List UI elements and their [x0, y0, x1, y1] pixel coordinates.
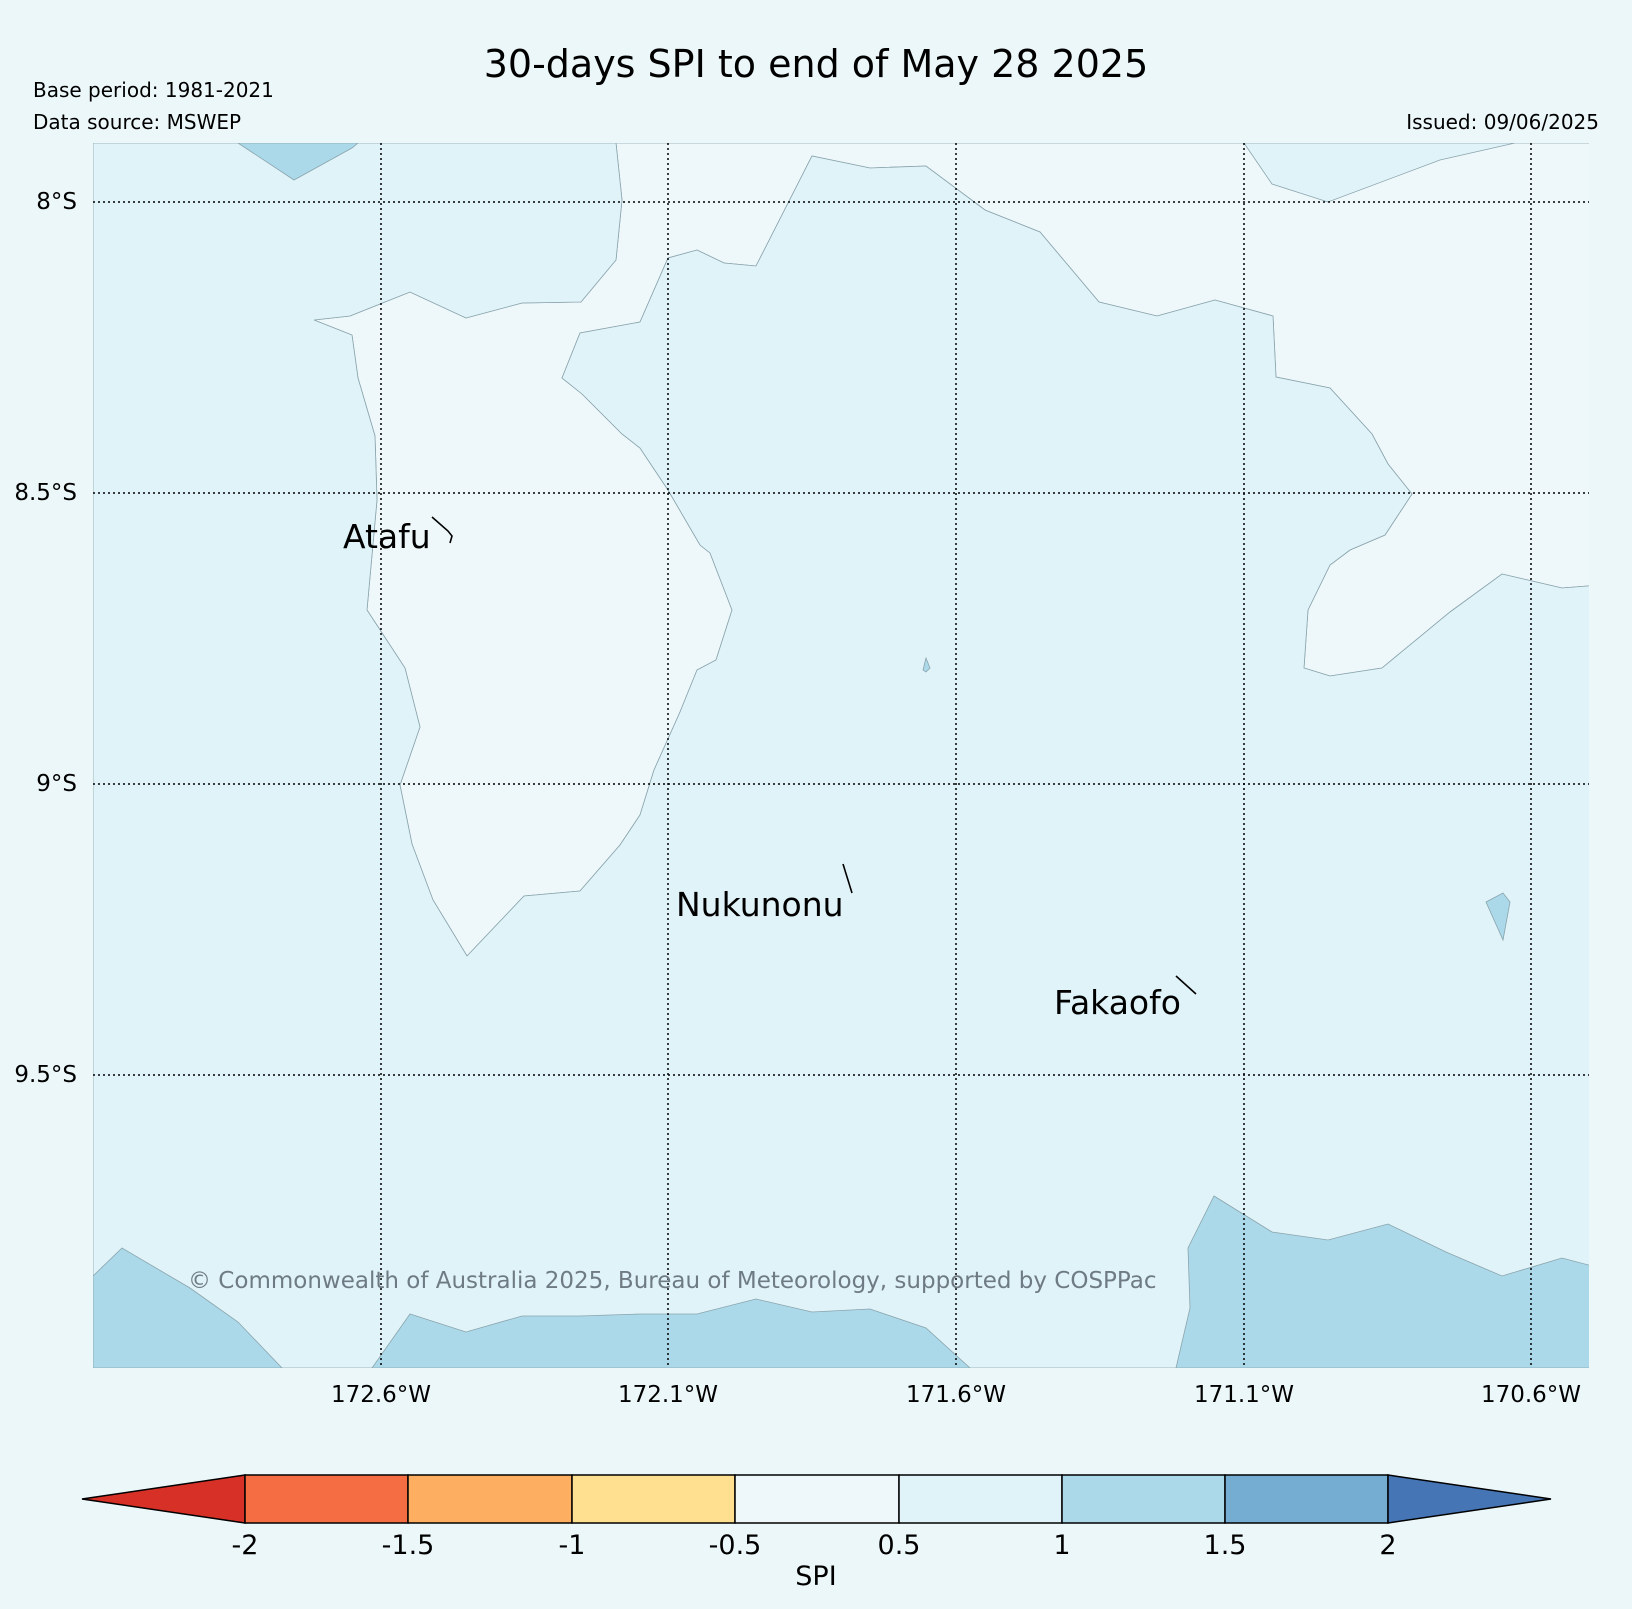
- place-label-nukunonu: Nukunonu: [676, 885, 844, 924]
- base-period: Base period: 1981-2021: [33, 78, 274, 102]
- colorbar-tick-label: 2: [1379, 1530, 1396, 1561]
- lat-label: 8.5°S: [14, 480, 77, 506]
- colorbar-tick-label: -0.5: [709, 1530, 762, 1561]
- colorbar-bin: [244, 1474, 409, 1524]
- colorbar-tick-label: -1: [559, 1530, 586, 1561]
- colorbar-tick-label: -1.5: [382, 1530, 435, 1561]
- colorbar-bin: [898, 1474, 1063, 1524]
- colorbar-extend-high: [1387, 1474, 1552, 1524]
- graticule: [93, 143, 1589, 1368]
- issued-date: Issued: 09/06/2025: [1406, 110, 1599, 134]
- map-title: 30-days SPI to end of May 28 2025: [483, 42, 1149, 86]
- spi-region-high-northwest: [237, 143, 359, 181]
- lon-label: 171.1°W: [1194, 1382, 1294, 1408]
- nukunonu-atoll-outline: [842, 863, 853, 894]
- lat-label: 9°S: [36, 771, 77, 797]
- colorbar-tick-label: 1.5: [1204, 1530, 1247, 1561]
- copyright-notice: © Commonwealth of Australia 2025, Bureau…: [188, 1268, 1157, 1294]
- lon-label: 171.6°W: [906, 1382, 1006, 1408]
- atafu-atoll-outline: [431, 516, 453, 544]
- colorbar-title: SPI: [795, 1561, 836, 1592]
- lat-label: 8°S: [36, 189, 77, 215]
- place-label-atafu: Atafu: [343, 517, 431, 556]
- spi-region-high-south: [371, 1298, 971, 1368]
- colorbar-bin: [734, 1474, 900, 1524]
- spi-region-high-spot-center: [922, 656, 931, 673]
- colorbar: [81, 1474, 1552, 1524]
- colorbar-bin: [1224, 1474, 1389, 1524]
- atolls: [431, 516, 1197, 995]
- spi-region-mid: [93, 143, 1589, 1368]
- colorbar-tick-label: -2: [232, 1530, 259, 1561]
- spi-region-light-northeast: [1243, 143, 1516, 203]
- colorbar-tick-label: 0.5: [878, 1530, 921, 1561]
- lon-label: 172.1°W: [618, 1382, 718, 1408]
- fakaofo-atoll-outline: [1175, 975, 1197, 995]
- spi-region-high-southeast: [1175, 1195, 1589, 1368]
- colorbar-bin: [571, 1474, 736, 1524]
- colorbar-bin: [407, 1474, 573, 1524]
- colorbar-tick-label: 1: [1053, 1530, 1070, 1561]
- lat-label: 9.5°S: [14, 1062, 77, 1088]
- spi-region-high-spot-east: [1485, 892, 1511, 942]
- lon-label: 170.6°W: [1481, 1382, 1581, 1408]
- colorbar-extend-low: [81, 1474, 246, 1524]
- colorbar-bin: [1061, 1474, 1226, 1524]
- spi-region-high-southwest: [93, 1247, 283, 1368]
- place-label-fakaofo: Fakaofo: [1054, 983, 1181, 1022]
- data-source: Data source: MSWEP: [33, 110, 242, 134]
- lon-label: 172.6°W: [331, 1382, 431, 1408]
